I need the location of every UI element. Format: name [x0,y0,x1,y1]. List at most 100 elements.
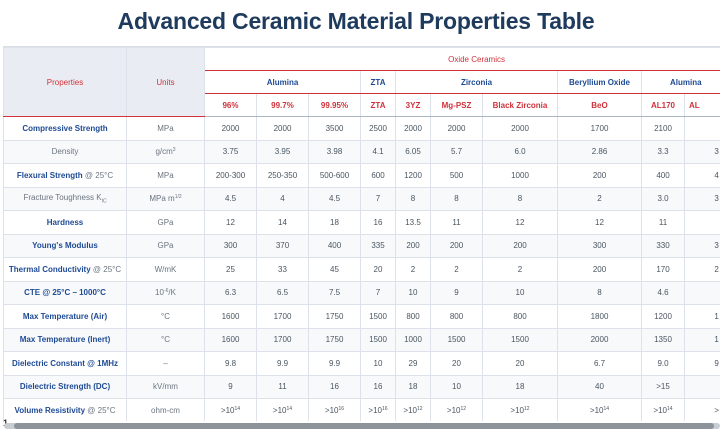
material-beryllium-oxide: Beryllium Oxide [557,70,642,94]
cell: 2000 [430,116,483,141]
row-label: Density [3,139,127,164]
cell: 7 [360,186,396,211]
cell: 4.6 [641,280,685,305]
cell: >1012 [395,398,431,421]
row-label: CTE @ 25°C – 1000°C [3,280,127,305]
material-zirconia: Zirconia [395,70,558,94]
cell: 12 [204,210,257,235]
cell: 250-350 [256,163,309,188]
table-row: Dielectric Strength (DC) kV/mm 9 11 16 16 18… [3,374,720,399]
cell: 16 [360,210,396,235]
row-unit: ohm-cm [126,398,205,421]
table-row: Max Temperature (Inert) °C 1600 1700 1750 1… [3,327,720,352]
grade-mg-psz: Mg-PSZ [430,93,483,117]
cell: 10 [360,351,396,376]
row-label: Young's Modulus [3,233,127,258]
material-alumina-2: Alumina [640,70,720,94]
cell: 18 [482,374,558,399]
table-row: Flexural Strength @ 25°C MPa 200-300 250-… [3,163,720,188]
row-unit: °C [126,327,205,352]
cell: 8 [430,186,483,211]
cell: 200-300 [204,163,257,188]
cell: 2000 [395,116,431,141]
cell: 9 [430,280,483,305]
row-unit: MPa m1/2 [126,186,205,211]
row-label: Fracture Toughness KIC [3,186,127,211]
cell [683,374,720,399]
cell [683,116,720,141]
cell: 11 [256,374,309,399]
cell: 7 [360,280,396,305]
row-label: Thermal Conductivity @ 25°C [3,257,127,282]
cell: 1800 [557,304,642,329]
cell: 8 [395,186,431,211]
cell: 4 [683,163,720,188]
cell: 1500 [430,327,483,352]
cell: 1 [683,304,720,329]
cell: 4 [256,186,309,211]
cell: 11 [641,210,685,235]
row-unit: MPa [126,116,205,141]
cell: 200 [557,163,642,188]
cell: 335 [360,233,396,258]
cell: 1600 [204,304,257,329]
cell: 1700 [557,116,642,141]
cell: 1500 [360,327,396,352]
horizontal-scrollbar-thumb[interactable] [14,423,714,429]
row-unit: GPa [126,233,205,258]
cell: 1500 [360,304,396,329]
row-unit: GPa [126,210,205,235]
cell: 9 [683,351,720,376]
row-label: Hardness [3,210,127,235]
cell: 2 [557,186,642,211]
cell: 1000 [482,163,558,188]
cell: 13.5 [395,210,431,235]
cell: 3 [683,233,720,258]
cell: 20 [360,257,396,282]
cell: >1012 [430,398,483,421]
cell: 1500 [482,327,558,352]
cell: >1016 [308,398,361,421]
cell: 2.86 [557,139,642,164]
cell: 2000 [204,116,257,141]
row-unit: W/mK [126,257,205,282]
cell: >15 [641,374,685,399]
cell: 170 [641,257,685,282]
cell: 400 [641,163,685,188]
cell: 6.0 [482,139,558,164]
cell: 330 [641,233,685,258]
cell: 4.5 [308,186,361,211]
header-properties: Properties [3,47,127,117]
row-unit: g/cm3 [126,139,205,164]
cell: 8 [482,186,558,211]
cell: 9 [204,374,257,399]
cell: 370 [256,233,309,258]
row-unit: MPa [126,163,205,188]
cell: 16 [360,374,396,399]
cell: 5.7 [430,139,483,164]
cell: 200 [430,233,483,258]
cell: 18 [308,210,361,235]
page-title: Advanced Ceramic Material Properties Tab… [117,8,595,34]
grade-black-zirconia: Black Zirconia [482,93,558,117]
cell: 20 [430,351,483,376]
cell: 1200 [395,163,431,188]
cell: 3 [683,139,720,164]
cell: 9.0 [641,351,685,376]
cell: >1014 [204,398,257,421]
cell: 2 [395,257,431,282]
cell: 20 [482,351,558,376]
cell: 2 [683,257,720,282]
cell: 10 [430,374,483,399]
table-row: Max Temperature (Air) °C 1600 1700 1750 150… [3,304,720,329]
cell: 9.8 [204,351,257,376]
row-label: Compressive Strength [3,116,127,141]
cell: 3500 [308,116,361,141]
cell: 8 [557,280,642,305]
table-row: Density g/cm3 3.75 3.95 3.98 4.1 6.05 5.7 6.0 2… [3,139,720,164]
cell: 2000 [557,327,642,352]
cell: 1700 [256,304,309,329]
table-row: CTE @ 25°C – 1000°C 10-6/K 6.3 6.5 7.5 7 10 9… [3,280,720,305]
properties-table-container[interactable]: Properties Units Oxide Ceramics Alumina … [3,46,720,421]
cell: 500 [430,163,483,188]
